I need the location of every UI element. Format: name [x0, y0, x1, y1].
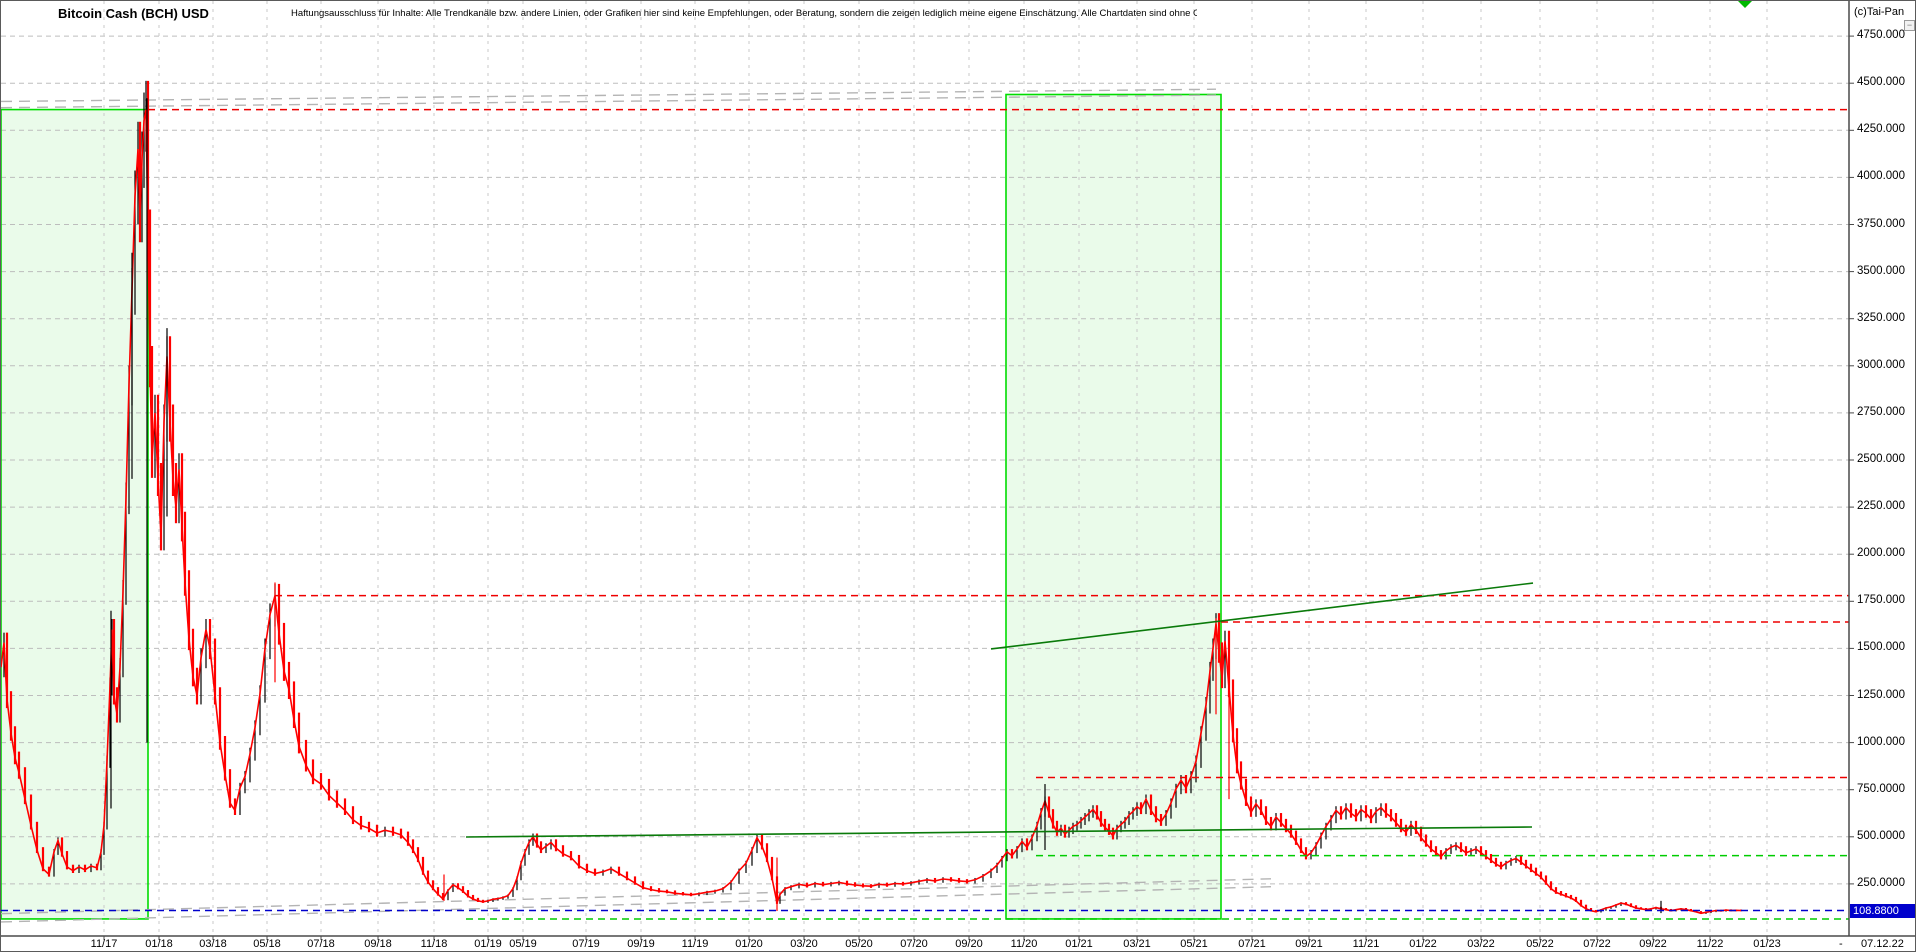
time-axis-label: 11/20: [1010, 938, 1038, 950]
time-axis-label: 09/18: [364, 938, 392, 950]
time-axis-label: 07/19: [572, 938, 600, 950]
close-price-line: [1, 109, 1742, 915]
time-axis-label: 07/18: [307, 938, 335, 950]
time-axis-label: 09/21: [1295, 938, 1323, 950]
price-axis-label: 4000.000: [1857, 170, 1905, 183]
time-axis-label: 01/21: [1065, 938, 1093, 950]
time-axis-label: 01/22: [1409, 938, 1437, 950]
time-axis-label: 05/20: [845, 938, 873, 950]
price-axis-label: 250.0000: [1857, 876, 1905, 889]
price-axis-label: 2750.000: [1857, 405, 1905, 418]
time-axis-label: 11/22: [1696, 938, 1724, 950]
time-axis-label: 11/18: [420, 938, 448, 950]
time-axis-label: 09/22: [1639, 938, 1667, 950]
last-date-label: 07.12.22: [1861, 938, 1904, 950]
collapse-axis-button[interactable]: −: [1904, 20, 1915, 31]
last-bar-marker-icon: [1738, 1, 1752, 8]
time-axis-label: 05/22: [1526, 938, 1554, 950]
top-gray-trend-1[interactable]: [1, 94, 1217, 109]
price-axis-label: 1500.000: [1857, 641, 1905, 654]
time-axis-label: 05/18: [253, 938, 281, 950]
time-axis-label: 01/23: [1753, 938, 1781, 950]
flat-resistance-trendline[interactable]: [465, 826, 1533, 838]
price-axis-label: 500.0000: [1857, 829, 1905, 842]
time-axis-label: 09/20: [955, 938, 983, 950]
price-axis-label: 2000.000: [1857, 547, 1905, 560]
time-axis-label: 03/22: [1467, 938, 1495, 950]
price-axis-label: 1000.000: [1857, 735, 1905, 748]
price-axis-label: 750.0000: [1857, 782, 1905, 795]
price-axis-label: 3000.000: [1857, 358, 1905, 371]
time-axis-label: 07/21: [1238, 938, 1266, 950]
price-axis-label: 4250.000: [1857, 123, 1905, 136]
time-axis-label: 01/19: [474, 938, 502, 950]
time-axis-label: 11/17: [90, 938, 118, 950]
time-axis-label: 09/19: [627, 938, 655, 950]
time-axis-label: 03/21: [1123, 938, 1151, 950]
price-axis-label: 3250.000: [1857, 311, 1905, 324]
taipan-credit: (c)Tai-Pan: [1854, 6, 1905, 18]
time-axis-label: 05/19: [509, 938, 537, 950]
time-axis-label: 01/20: [735, 938, 763, 950]
price-axis-label: 2250.000: [1857, 500, 1905, 513]
price-axis-label: 4750.000: [1857, 29, 1905, 42]
time-axis-label: 07/20: [900, 938, 928, 950]
bottom-gray-trend-2[interactable]: [1, 878, 1272, 915]
accumulation-zone-2017[interactable]: [1, 108, 149, 920]
bottom-gray-trend-1[interactable]: [1, 886, 1272, 923]
price-axis-label: 1750.000: [1857, 594, 1905, 607]
time-axis-label: 11/19: [681, 938, 709, 950]
instrument-title: Bitcoin Cash (BCH) USD: [58, 6, 209, 21]
time-axis-label: 05/21: [1180, 938, 1208, 950]
price-axis-label: 1250.000: [1857, 688, 1905, 701]
time-axis-label: 01/18: [145, 938, 173, 950]
time-axis-label: 07/22: [1583, 938, 1611, 950]
price-axis-label: 4500.000: [1857, 76, 1905, 89]
time-axis-label: 03/18: [199, 938, 227, 950]
time-axis-label: 11/21: [1352, 938, 1380, 950]
price-axis-label: 2500.000: [1857, 453, 1905, 465]
rising-trendline[interactable]: [990, 582, 1534, 650]
axis-end-dash: -: [1839, 938, 1843, 950]
disclaimer-text: Haftungsausschluss für Inhalte: Alle Tre…: [291, 8, 1197, 19]
top-gray-trend-2[interactable]: [1, 88, 1217, 103]
current-price-tag: 108.8800: [1850, 904, 1915, 918]
price-axis-label: 3500.000: [1857, 264, 1905, 277]
accumulation-zone-2020-21[interactable]: [1005, 93, 1222, 920]
time-axis-label: 03/20: [790, 938, 818, 950]
price-axis-label: 3750.000: [1857, 217, 1905, 230]
